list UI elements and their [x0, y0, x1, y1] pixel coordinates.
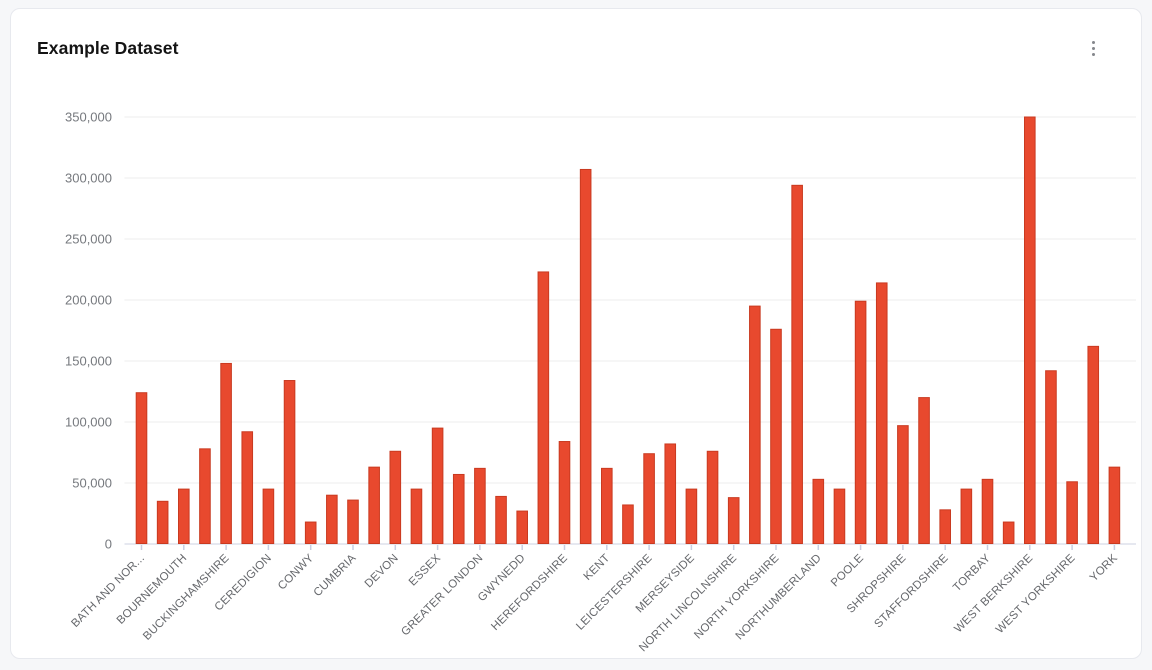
y-axis-tick-label: 350,000: [65, 110, 112, 125]
x-axis-label: LEICESTERSHIRE: [574, 552, 655, 633]
bar: [199, 448, 211, 544]
bar: [220, 362, 232, 544]
bar: [643, 453, 655, 544]
bar: [1066, 481, 1078, 544]
kebab-dot: [1091, 40, 1095, 44]
x-axis-label: GREATER LONDON: [399, 552, 485, 638]
bar: [812, 478, 825, 544]
bar: [537, 271, 550, 544]
bar: [1087, 345, 1100, 544]
bar: [1002, 521, 1015, 544]
bar: [918, 397, 930, 544]
bar: [622, 504, 634, 544]
x-axis-label: KENT: [582, 552, 613, 583]
bar: [770, 328, 782, 544]
bar: [664, 443, 677, 544]
kebab-dot: [1091, 46, 1095, 50]
y-axis-tick-label: 200,000: [65, 293, 112, 308]
kebab-dot: [1091, 52, 1095, 56]
x-axis-label: NORTHUMBERLAND: [734, 552, 824, 642]
bar: [791, 184, 803, 544]
bar: [1108, 466, 1121, 545]
bar: [135, 392, 148, 544]
bar: [981, 478, 994, 544]
chart-title: Example Dataset: [37, 37, 179, 58]
bar: [960, 488, 973, 545]
bar: [452, 473, 465, 544]
bar: [431, 427, 444, 545]
bar: [749, 305, 761, 544]
bar: [516, 510, 528, 544]
bar: [241, 431, 254, 545]
bar: [939, 509, 952, 544]
y-axis-tick-label: 250,000: [65, 232, 112, 247]
chart-card: 0 50,000 100,000 150,000 200,000 250,000 300,0…: [10, 8, 1142, 659]
kebab-menu-icon[interactable]: [1081, 36, 1105, 60]
x-axis-label: POOLE: [829, 552, 866, 589]
bar: [495, 495, 507, 545]
x-axis-label: NORTH YORKSHIRE: [692, 552, 781, 641]
bar: [875, 282, 888, 544]
bar: [1024, 116, 1036, 544]
bar: [304, 521, 317, 544]
bar: [283, 380, 296, 544]
x-axis-label: WEST YORKSHIRE: [994, 552, 1078, 636]
bar: [727, 497, 740, 545]
bar: [685, 488, 698, 545]
x-axis-label: CONWY: [276, 552, 316, 592]
x-axis-label: YORK: [1088, 552, 1120, 584]
card-header: Example Dataset: [37, 33, 1115, 63]
x-axis-label: BATH AND NOR...: [69, 552, 147, 630]
y-axis-tick-label: 50,000: [72, 476, 112, 491]
bar: [558, 441, 571, 544]
bar: [178, 488, 190, 545]
y-axis-tick-label: 150,000: [65, 354, 112, 369]
x-axis-label: WEST BERKSHIRE: [952, 552, 1035, 635]
x-axis-label: DEVON: [363, 552, 401, 590]
bar: [368, 466, 380, 545]
x-axis-label: STAFFORDSHIRE: [872, 552, 950, 630]
bar: [897, 425, 909, 544]
bar: [833, 488, 846, 545]
bar: [326, 494, 338, 545]
bar: [156, 500, 169, 544]
y-axis-tick-label: 300,000: [65, 171, 112, 186]
bar: [601, 467, 613, 544]
x-axis-label: CUMBRIA: [312, 552, 359, 599]
x-axis-label: BOURNEMOUTH: [115, 552, 190, 627]
bar: [347, 499, 359, 544]
x-axis-label: ESSEX: [407, 552, 443, 588]
x-axis-label: TORBAY: [951, 552, 993, 594]
bar: [474, 467, 486, 544]
x-axis-label: BUCKINGHAMSHIRE: [141, 552, 232, 643]
y-axis-tick-label: 0: [105, 537, 112, 552]
bar: [854, 300, 867, 544]
bar: [1045, 370, 1057, 545]
bar: [410, 488, 423, 545]
bar: [389, 450, 402, 544]
bar: [706, 450, 719, 544]
bar-chart: 0 50,000 100,000 150,000 200,000 250,000 300,0…: [65, 110, 1136, 654]
bar: [262, 488, 275, 545]
x-axis-label: HEREFORDSHIRE: [489, 552, 570, 633]
y-axis-tick-label: 100,000: [65, 415, 112, 430]
bar: [579, 168, 592, 545]
